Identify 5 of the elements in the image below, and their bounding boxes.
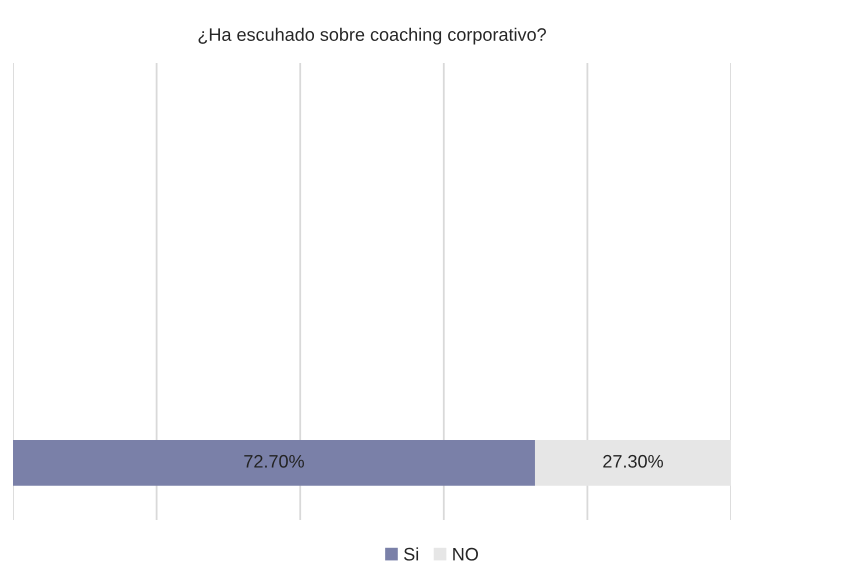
data-label: 72.70% bbox=[244, 454, 304, 468]
legend-label: NO bbox=[453, 548, 478, 561]
legend-label: Si bbox=[404, 547, 418, 561]
chart-title: ¿Ha escuhado sobre coaching corporativo? bbox=[198, 28, 546, 45]
data-label: 27.30% bbox=[603, 454, 663, 468]
